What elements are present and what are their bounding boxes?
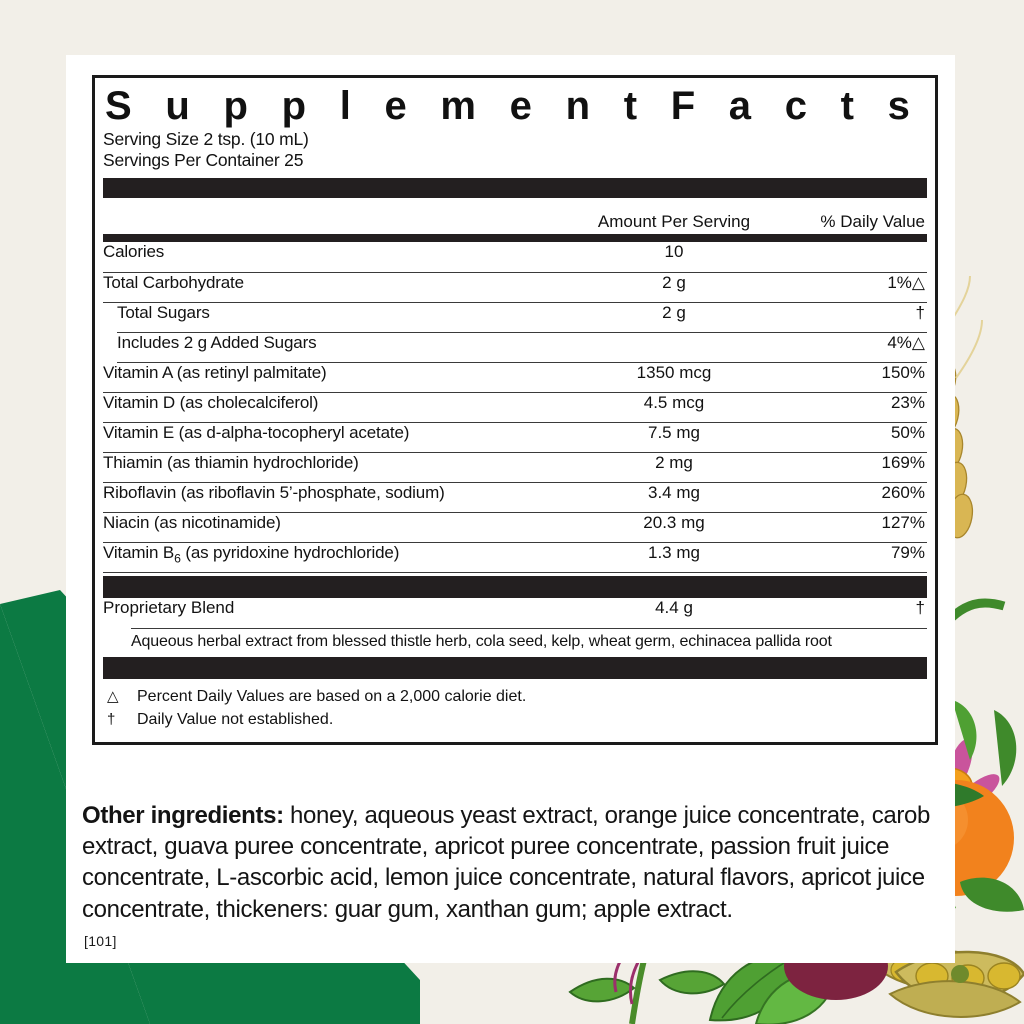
nutrient-name: Calories [103, 242, 165, 262]
nutrient-amount: 3.4 mg [648, 483, 700, 503]
nutrient-daily-value: 150% [881, 363, 925, 383]
footnote-row: △ Percent Daily Values are based on a 2,… [103, 685, 927, 708]
nutrient-name: Vitamin A (as retinyl palmitate) [103, 363, 327, 383]
other-ingredients-label: Other ingredients: [82, 802, 284, 829]
title-letter: e [384, 84, 422, 128]
nutrient-name: Niacin (as nicotinamide) [103, 513, 281, 533]
title-letter: c [784, 84, 822, 128]
proprietary-blend-row: Proprietary Blend 4.4 g † [103, 598, 927, 630]
blend-rule-bottom [103, 657, 927, 680]
title-letter: t [840, 84, 869, 128]
nutrient-amount: 10 [664, 242, 684, 262]
nutrient-name: Vitamin D (as cholecalciferol) [103, 393, 319, 413]
title-letter: F [670, 84, 711, 128]
column-header-daily-value: % Daily Value [820, 212, 925, 232]
title-letter: p [281, 84, 322, 128]
nutrient-amount: 20.3 mg [643, 513, 705, 533]
table-row: Vitamin E (as d-alpha-tocopheryl acetate… [103, 423, 927, 454]
nutrient-daily-value: 1%△ [887, 273, 925, 293]
title-letter: m [440, 84, 491, 128]
title-letter: S [105, 84, 147, 128]
header-rule-thick [103, 178, 927, 199]
blend-rule-top [103, 576, 927, 599]
dagger-symbol-icon: † [107, 711, 116, 729]
title-letter: n [565, 84, 606, 128]
table-row: Vitamin B6 (as pyridoxine hydrochloride)… [103, 543, 927, 574]
product-code: [101] [84, 933, 117, 949]
footnote-text: Percent Daily Values are based on a 2,00… [137, 688, 527, 706]
table-row: Total Sugars 2 g † [103, 303, 927, 334]
servings-per-container: Servings Per Container 25 [103, 150, 304, 171]
header-rule-medium [103, 234, 927, 243]
column-header-amount: Amount Per Serving [597, 212, 751, 232]
triangle-symbol-icon: △ [107, 688, 119, 706]
title-letter: e [509, 84, 547, 128]
blend-name: Proprietary Blend [103, 598, 235, 618]
title-letter: u [165, 84, 205, 128]
nutrient-name: Vitamin E (as d-alpha-tocopheryl acetate… [103, 423, 410, 443]
table-row: Calories 10 [103, 242, 927, 274]
nutrient-name: Total Carbohydrate [103, 273, 244, 293]
nutrient-amount: 7.5 mg [648, 423, 700, 443]
serving-size: Serving Size 2 tsp. (10 mL) [103, 128, 309, 149]
blend-description: Aqueous herbal extract from blessed this… [131, 633, 832, 651]
nutrient-amount: 2 g [662, 303, 686, 323]
title-letter: p [223, 84, 263, 128]
nutrient-amount: 2 g [662, 273, 686, 293]
table-row: Thiamin (as thiamin hydrochloride) 2 mg … [103, 453, 927, 484]
nutrient-daily-value: † [915, 303, 925, 323]
nutrient-name-subscript: 6 [174, 551, 181, 566]
nutrient-name-suffix: (as pyridoxine hydrochloride) [180, 543, 400, 563]
nutrient-name: Thiamin (as thiamin hydrochloride) [103, 453, 359, 473]
page-title: S u p p l e m e n t F a c t s [103, 82, 927, 129]
nutrient-daily-value: 50% [890, 423, 925, 443]
title-letter: l [339, 84, 366, 128]
nutrient-amount: 4.5 mcg [643, 393, 705, 413]
footnote-text: Daily Value not established. [137, 711, 334, 729]
blend-daily-value: † [915, 598, 925, 618]
table-row: Vitamin A (as retinyl palmitate) 1350 mc… [103, 363, 927, 394]
nutrient-name: Vitamin B6 (as pyridoxine hydrochloride) [103, 543, 559, 565]
footnotes: △ Percent Daily Values are based on a 2,… [103, 679, 927, 735]
nutrient-daily-value: 260% [881, 483, 925, 503]
nutrient-name-prefix: Vitamin B [103, 543, 175, 563]
footnote-row: † Daily Value not established. [103, 708, 927, 731]
nutrient-rows: Calories 10 Total Carbohydrate 2 g 1%△ T… [103, 242, 927, 574]
nutrient-daily-value: 23% [890, 393, 925, 413]
table-row: Vitamin D (as cholecalciferol) 4.5 mcg 2… [103, 393, 927, 424]
supplement-facts-panel: S u p p l e m e n t F a c t s Serving Si… [92, 75, 938, 745]
label-card: S u p p l e m e n t F a c t s Serving Si… [66, 55, 955, 963]
nutrient-name: Includes 2 g Added Sugars [117, 333, 317, 353]
table-row: Includes 2 g Added Sugars 4%△ [103, 333, 927, 364]
nutrient-name: Riboflavin (as riboflavin 5’-phosphate, … [103, 483, 445, 503]
table-row: Niacin (as nicotinamide) 20.3 mg 127% [103, 513, 927, 544]
nutrient-amount: 1350 mcg [636, 363, 712, 383]
table-row: Total Carbohydrate 2 g 1%△ [103, 273, 927, 304]
column-headers: Amount Per Serving % Daily Value [103, 198, 927, 234]
nutrient-daily-value: 127% [881, 513, 925, 533]
other-ingredients-text: honey, aqueous yeast extract, orange jui… [82, 802, 931, 923]
title-letter: a [728, 84, 767, 128]
nutrient-name: Total Sugars [117, 303, 210, 323]
nutrient-daily-value: 4%△ [887, 333, 925, 353]
title-letter: t [623, 84, 653, 128]
other-ingredients: Other ingredients: honey, aqueous yeast … [82, 800, 942, 925]
blend-amount: 4.4 g [655, 598, 693, 618]
nutrient-daily-value: 79% [890, 543, 925, 563]
table-row: Riboflavin (as riboflavin 5’-phosphate, … [103, 483, 927, 514]
nutrient-daily-value: 169% [881, 453, 925, 473]
title-letter: s [887, 84, 925, 128]
nutrient-amount: 1.3 mg [648, 543, 700, 563]
nutrient-amount: 2 mg [655, 453, 693, 473]
